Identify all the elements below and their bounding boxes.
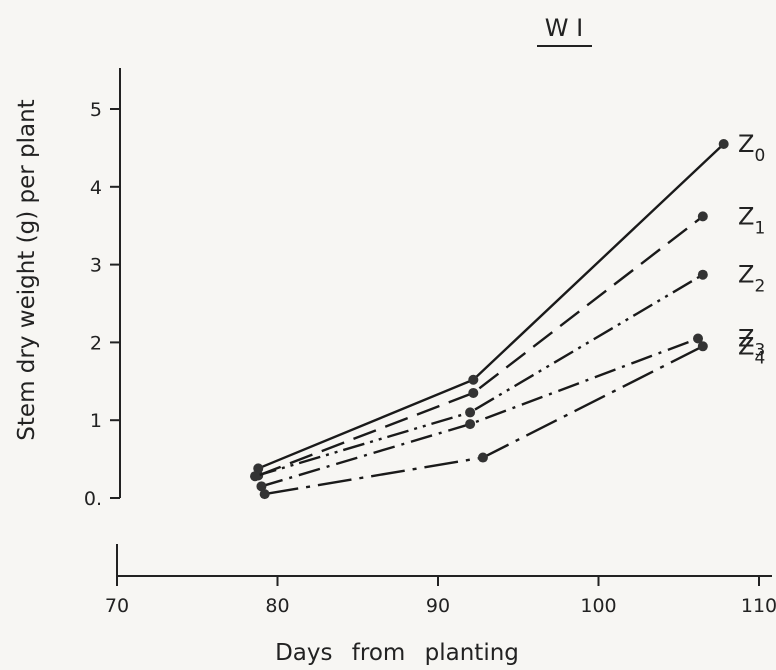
series-label-subscript: 2 (754, 277, 765, 297)
data-point-z0 (253, 463, 264, 474)
series-line-z1 (257, 215, 704, 477)
data-point-z2 (465, 407, 476, 418)
series-label-z1: Z1 (738, 202, 765, 238)
series-label-subscript: 1 (754, 218, 765, 238)
data-point-z1 (697, 211, 708, 222)
y-axis-ticks: 0. 1 2 3 4 5 (84, 99, 120, 510)
x-axis-title: Days from planting (275, 640, 519, 666)
x-tick-label: 110 (741, 595, 776, 617)
x-tick-label: 100 (580, 595, 616, 617)
y-tick-label: 1 (90, 410, 102, 432)
data-point-z3 (256, 481, 267, 492)
series-label-z0: Z0 (738, 130, 765, 166)
data-point-z2 (697, 269, 708, 280)
x-axis-ticks: 70 80 90 100 110 (105, 576, 776, 617)
x-tick-label: 90 (426, 595, 450, 617)
x-tick-label: 80 (265, 595, 289, 617)
series-label-subscript: 3 (754, 341, 765, 361)
y-tick-label: 3 (90, 255, 102, 277)
data-point-z1 (468, 387, 479, 398)
series-line-z2 (254, 273, 704, 478)
data-point-z4 (697, 341, 708, 352)
series-line-z3 (261, 337, 699, 488)
data-point-z3 (465, 419, 476, 430)
series-label-subscript: 4 (754, 348, 765, 368)
y-axis-title: Stem dry weight (g) per plant (14, 99, 40, 440)
y-tick-label: 4 (90, 177, 102, 199)
series-label-z2: Z2 (738, 261, 765, 297)
x-tick-label: 70 (105, 595, 129, 617)
y-tick-label: 0. (84, 488, 102, 510)
series-layer (250, 139, 729, 500)
series-line-z0 (257, 143, 725, 470)
series-label-subscript: 0 (754, 146, 765, 166)
y-tick-label: 5 (90, 99, 102, 121)
data-point-z3 (693, 333, 704, 344)
series-label-z4: Z4 (738, 332, 765, 368)
data-point-z4 (477, 452, 488, 463)
y-tick-label: 2 (90, 332, 102, 354)
data-point-z4 (259, 489, 270, 500)
data-point-z0 (718, 139, 729, 150)
data-point-z2 (250, 471, 261, 482)
data-point-z0 (468, 374, 479, 385)
chart-title: W I (545, 14, 583, 42)
